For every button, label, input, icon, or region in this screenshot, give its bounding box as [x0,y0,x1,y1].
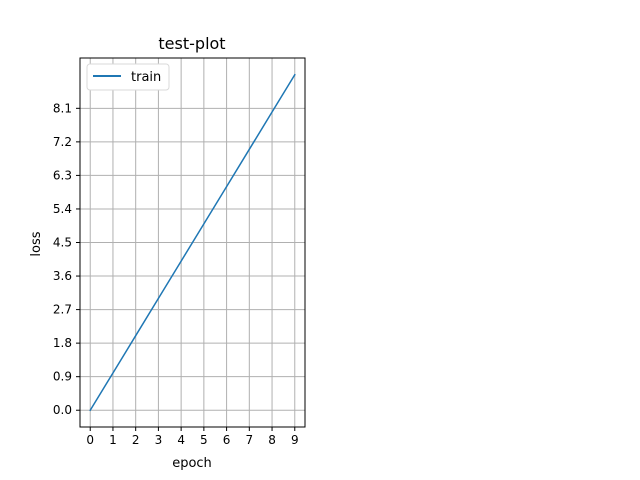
grid-layer [80,58,305,427]
train-series-line [89,73,296,412]
legend-box [86,63,170,91]
x-tick-label-7: 7 [245,433,253,447]
y-tick-label-5: 4.5 [53,236,72,250]
plot-layer [89,73,296,412]
x-tick-label-3: 3 [155,433,163,447]
x-tick-label-8: 8 [268,433,276,447]
y-tick-label-1: 0.9 [53,370,72,384]
x-tick-label-9: 9 [291,433,299,447]
x-tick-label-4: 4 [177,433,185,447]
y-axis-label: loss [29,231,44,256]
chart-title: test-plot [158,34,225,53]
y-tick-label-6: 5.4 [53,202,72,216]
y-tick-label-9: 8.1 [53,101,72,115]
y-tick-label-3: 2.7 [53,303,72,317]
y-tick-label-2: 1.8 [53,336,72,350]
y-tick-label-0: 0.0 [53,403,72,417]
y-tick-label-4: 3.6 [53,269,72,283]
x-tick-label-2: 2 [132,433,140,447]
y-tick-label-8: 7.2 [53,135,72,149]
x-tick-label-0: 0 [86,433,94,447]
axes-layer: 0 1 2 3 4 5 6 7 8 9 0.0 0.9 1.8 2.7 3.6 4.5 5.4 6.3 7.2 8.1 [53,57,306,447]
x-axis-label: epoch [172,456,212,471]
y-tick-label-7: 6.3 [53,168,72,182]
legend: train [86,63,170,91]
x-tick-label-1: 1 [109,433,117,447]
x-tick-label-5: 5 [200,433,208,447]
legend-label-train: train [131,70,161,85]
x-tick-label-6: 6 [223,433,231,447]
